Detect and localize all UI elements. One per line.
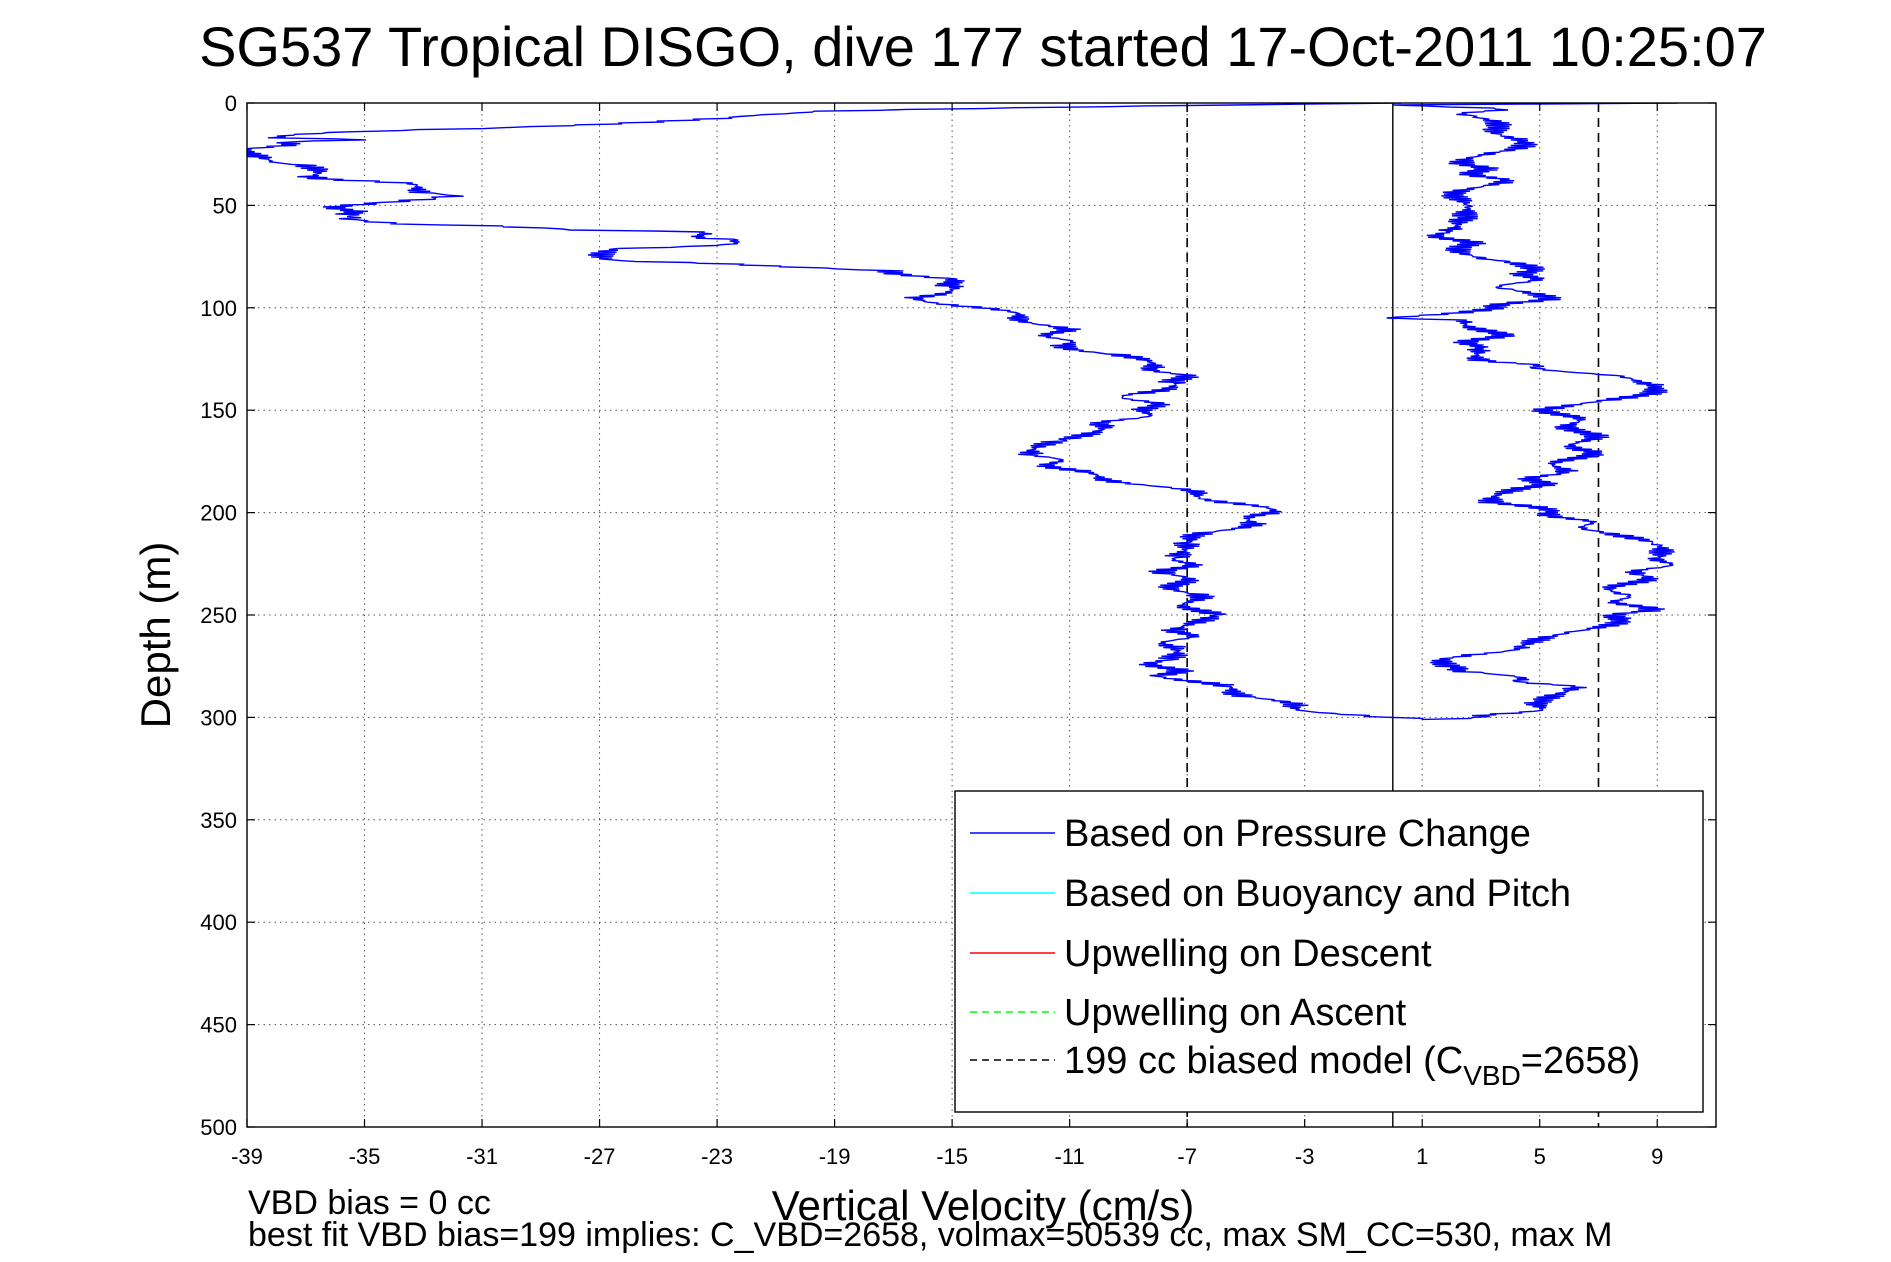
x-tick-label: -31	[466, 1144, 498, 1169]
series-layer	[247, 103, 1678, 721]
best-fit-note: best fit VBD bias=199 implies: C_VBD=265…	[248, 1216, 1613, 1254]
y-tick-label: 300	[200, 705, 237, 730]
y-tick-label: 350	[200, 808, 237, 833]
legend-label: Upwelling on Ascent	[1064, 992, 1407, 1034]
x-tick-label: -7	[1177, 1144, 1197, 1169]
x-tick-label: -19	[819, 1144, 851, 1169]
y-axis-ticks: 0 50 100 150 200 250 300 350 400 450 500	[200, 91, 1716, 1140]
legend-label: 199 cc biased model (CVBD=2658)	[1064, 1040, 1640, 1091]
y-tick-label: 100	[200, 296, 237, 321]
x-axis-label: Vertical Velocity (cm/s)	[772, 1182, 1194, 1229]
chart-title: SG537 Tropical DISGO, dive 177 started 1…	[199, 15, 1767, 78]
legend-label: Based on Pressure Change	[1064, 813, 1531, 855]
legend-label: Based on Buoyancy and Pitch	[1064, 873, 1571, 915]
x-tick-label: -23	[701, 1144, 733, 1169]
y-tick-label: 150	[200, 398, 237, 423]
y-tick-label: 400	[200, 910, 237, 935]
x-tick-label: 1	[1416, 1144, 1428, 1169]
x-tick-label: -11	[1055, 1144, 1085, 1169]
y-tick-label: 250	[200, 603, 237, 628]
series-line-ascent	[1386, 103, 1678, 721]
x-tick-label: -35	[349, 1144, 381, 1169]
x-tick-label: -39	[231, 1144, 263, 1169]
legend-label: Upwelling on Descent	[1064, 933, 1432, 975]
y-axis-label: Depth (m)	[132, 542, 179, 729]
x-tick-label: -15	[936, 1144, 968, 1169]
model-lines	[1186, 103, 1600, 1127]
x-tick-label: 9	[1651, 1144, 1663, 1169]
y-tick-label: 200	[200, 501, 237, 526]
legend-box	[954, 790, 1704, 1113]
legend: Based on Pressure Change Based on Buoyanc…	[954, 790, 1704, 1113]
x-tick-label: -3	[1295, 1144, 1315, 1169]
y-tick-label: 450	[200, 1013, 237, 1038]
vbd-bias-note: VBD bias = 0 cc	[248, 1184, 491, 1222]
y-tick-label: 0	[225, 91, 237, 116]
series-line-descent	[247, 103, 1402, 719]
x-tick-label: 5	[1534, 1144, 1546, 1169]
x-tick-label: -27	[584, 1144, 616, 1169]
x-axis-ticks: -39 -35 -31 -27 -23 -19 -15 -11 -7 -3 1 5 9	[231, 103, 1663, 1169]
y-tick-label: 500	[200, 1115, 237, 1140]
y-tick-label: 50	[213, 193, 237, 218]
